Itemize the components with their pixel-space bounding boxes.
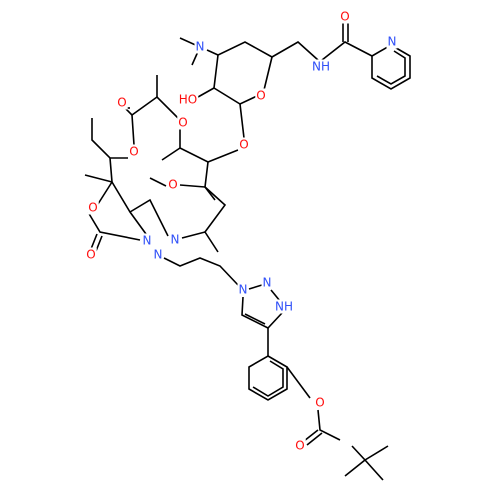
phenyl-ring [248, 355, 288, 401]
atom-label: O [256, 89, 265, 103]
carbonyl-bond [95, 235, 103, 252]
atom-label: NH [275, 300, 293, 314]
label-background [141, 233, 153, 248]
atom-label: O [88, 201, 97, 215]
linker-bonds [271, 41, 319, 61]
atom-label: N [154, 248, 163, 262]
triazole-ring [241, 296, 283, 329]
label-background [169, 232, 181, 247]
atom-label: O [340, 10, 349, 24]
atom-label: O [86, 248, 95, 262]
atom-label: N [239, 283, 248, 297]
bond [129, 198, 169, 237]
label-background [87, 200, 99, 215]
bond [181, 231, 219, 253]
aromatic-bonds [376, 50, 406, 85]
atom-label: O [295, 439, 304, 453]
label-background [238, 137, 250, 152]
label-background [386, 34, 398, 49]
atom-label: HO [179, 93, 197, 107]
label-background [261, 275, 273, 290]
bond [197, 87, 215, 98]
bond [111, 181, 147, 235]
label-background [294, 438, 306, 453]
atom-label: N [263, 276, 272, 290]
methyl [161, 147, 181, 161]
bond [248, 284, 263, 290]
atom-label: O [315, 396, 324, 410]
bond [270, 289, 281, 302]
atom-label: O [239, 138, 248, 152]
label-background [152, 247, 164, 262]
label-background [167, 177, 179, 192]
atom-label: N [196, 40, 205, 54]
tert-butyl [364, 459, 384, 481]
bond [84, 157, 113, 184]
methoxy-methyl [149, 177, 167, 187]
atom-label: O [168, 178, 177, 192]
label-background [116, 95, 128, 110]
bond [286, 366, 311, 399]
label-background [128, 144, 140, 159]
bond [97, 181, 113, 205]
aromatic-bond [244, 313, 266, 325]
carbonyl-bond [90, 233, 98, 250]
carbamate-bonds [317, 409, 341, 441]
bond [206, 49, 219, 56]
label-background [177, 92, 199, 107]
atom-label: O [117, 96, 126, 110]
carbamate-ring [87, 211, 141, 241]
atom-label: N [171, 233, 180, 247]
bonds [84, 22, 411, 481]
label-background [311, 59, 331, 74]
glycosidic-bond [239, 103, 245, 139]
label-background [274, 299, 294, 314]
atom-label: N [388, 35, 397, 49]
label-background [85, 247, 97, 262]
ethyl [91, 118, 128, 159]
tert-butyl [364, 445, 389, 461]
aromatic-bonds [252, 360, 284, 397]
carbonyl-bond [306, 432, 323, 446]
label-background [194, 39, 206, 54]
label-background [314, 395, 326, 410]
carbonyl-bond [303, 429, 319, 442]
label-background [177, 115, 189, 130]
label-background [255, 88, 267, 103]
methyl [204, 186, 216, 201]
bond [179, 184, 206, 188]
propyl-chain [163, 257, 239, 286]
tert-butyl [344, 445, 367, 477]
atom-label: NH [312, 60, 330, 74]
atom-label: O [129, 145, 138, 159]
label-background [237, 282, 249, 297]
atom-label: O [178, 116, 187, 130]
atom-label: N [143, 234, 152, 248]
label-background [339, 9, 351, 24]
bond [204, 161, 227, 233]
amide-bonds [321, 41, 373, 61]
